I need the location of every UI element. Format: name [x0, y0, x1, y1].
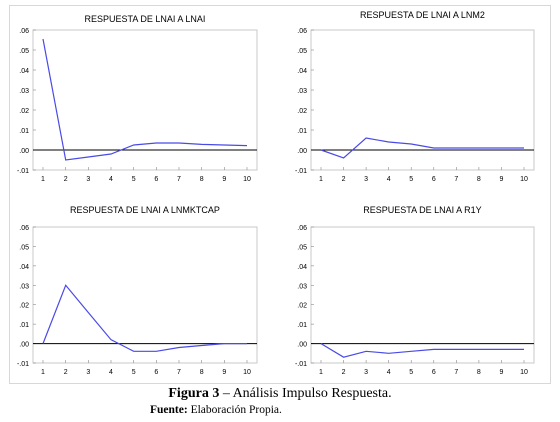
x-tick-label: 2 — [64, 369, 68, 376]
chart-frame — [310, 226, 535, 364]
figure-caption: Figura 3 – Análisis Impulso Respuesta. — [0, 386, 560, 402]
x-tick-label: 8 — [200, 176, 204, 183]
x-tick-label: 6 — [154, 369, 158, 376]
y-tick-label: .02 — [297, 108, 307, 115]
chart-panel-4: RESPUESTA DE LNAI A R1Y .06 .05 .04 .03 .02 .0… — [295, 205, 535, 376]
figure-source-text: Elaboración Propia. — [187, 404, 282, 416]
x-tick-label: 3 — [364, 176, 368, 183]
x-tick-label: 8 — [477, 176, 481, 183]
y-tick-label: .00 — [297, 342, 307, 349]
chart-frame — [32, 29, 258, 171]
x-tick-label: 3 — [364, 369, 368, 376]
response-series-line — [320, 343, 524, 358]
x-tick-label: 5 — [409, 369, 413, 376]
y-tick-label: .04 — [297, 264, 307, 271]
x-tick-label: 10 — [520, 176, 528, 183]
figure-caption-label: Figura 3 — [168, 386, 220, 401]
response-series-line — [320, 137, 524, 159]
y-tick-label: .03 — [297, 283, 307, 290]
x-tick-label: 3 — [86, 369, 90, 376]
figure-source-label: Fuente: — [150, 404, 188, 416]
y-tick-label: .04 — [19, 68, 29, 75]
y-tick-label: .05 — [19, 244, 29, 251]
x-tick-label: 1 — [319, 369, 323, 376]
y-tick-label: .01 — [19, 128, 29, 135]
x-tick-label: 9 — [499, 369, 503, 376]
chart-title: RESPUESTA DE LNAI A LNAI — [85, 14, 206, 24]
x-tick-label: 4 — [387, 369, 391, 376]
x-tick-label: 5 — [409, 176, 413, 183]
chart-title: RESPUESTA DE LNAI A LNM2 — [360, 10, 485, 20]
y-tick-label: .04 — [19, 264, 29, 271]
y-tick-label: .00 — [297, 148, 307, 155]
y-tick-label: .04 — [297, 68, 307, 75]
figure-caption-text: Análisis Impulso Respuesta. — [232, 386, 392, 401]
x-tick-label: 3 — [86, 176, 90, 183]
x-tick-label: 10 — [243, 176, 251, 183]
y-tick-label: .00 — [19, 342, 29, 349]
x-tick-label: 7 — [454, 369, 458, 376]
chart-panel-3: RESPUESTA DE LNAI A LNMKTCAP .06 .05 .04 .03… — [17, 205, 258, 376]
y-tick-label: -.01 — [17, 168, 29, 175]
y-tick-label: .01 — [297, 128, 307, 135]
x-tick-label: 1 — [41, 176, 45, 183]
x-tick-label: 9 — [222, 369, 226, 376]
response-series-line — [42, 284, 247, 352]
y-tick-label: .06 — [297, 225, 307, 232]
y-tick-label: .02 — [19, 108, 29, 115]
x-tick-label: 5 — [132, 176, 136, 183]
x-tick-label: 4 — [109, 176, 113, 183]
chart-title: RESPUESTA DE LNAI A R1Y — [363, 205, 481, 215]
chart-frame — [32, 226, 258, 364]
x-tick-label: 9 — [499, 176, 503, 183]
y-tick-label: .06 — [19, 28, 29, 35]
x-tick-label: 2 — [342, 369, 346, 376]
x-tick-label: 10 — [243, 369, 251, 376]
x-tick-label: 10 — [520, 369, 528, 376]
x-tick-label: 8 — [200, 369, 204, 376]
x-tick-label: 1 — [41, 369, 45, 376]
y-tick-label: .02 — [19, 303, 29, 310]
chart-panel-1: RESPUESTA DE LNAI A LNAI .06 .05 .04 .03 .02.… — [17, 14, 258, 183]
y-tick-label: .05 — [19, 48, 29, 55]
y-tick-label: .01 — [297, 322, 307, 329]
x-tick-label: 7 — [177, 176, 181, 183]
y-tick-label: .03 — [19, 88, 29, 95]
chart-panel-2: RESPUESTA DE LNAI A LNM2 .06 .05 .04 .03 .02.… — [295, 10, 535, 183]
chart-title: RESPUESTA DE LNAI A LNMKTCAP — [70, 205, 220, 215]
y-tick-label: -.01 — [295, 361, 307, 368]
y-tick-label: -.01 — [17, 361, 29, 368]
x-tick-label: 4 — [109, 369, 113, 376]
y-tick-label: .01 — [19, 322, 29, 329]
x-tick-label: 5 — [132, 369, 136, 376]
x-tick-label: 6 — [432, 369, 436, 376]
y-tick-label: .05 — [297, 244, 307, 251]
y-tick-label: .03 — [297, 88, 307, 95]
x-tick-label: 2 — [342, 176, 346, 183]
figure-caption-separator: – — [219, 386, 233, 401]
y-tick-label: -.01 — [295, 168, 307, 175]
y-tick-label: .00 — [19, 148, 29, 155]
y-tick-label: .05 — [297, 48, 307, 55]
figure-source: Fuente: Elaboración Propia. — [150, 404, 282, 416]
figure-border — [9, 5, 551, 384]
x-tick-label: 6 — [432, 176, 436, 183]
x-tick-label: 7 — [454, 176, 458, 183]
y-tick-label: .06 — [19, 225, 29, 232]
x-tick-label: 7 — [177, 369, 181, 376]
x-tick-label: 6 — [154, 176, 158, 183]
y-tick-label: .03 — [19, 283, 29, 290]
x-tick-label: 9 — [222, 176, 226, 183]
x-tick-label: 2 — [64, 176, 68, 183]
y-tick-label: .02 — [297, 303, 307, 310]
impulse-response-charts: RESPUESTA DE LNAI A LNAI .06 .05 .04 .03 .02.… — [9, 5, 551, 384]
y-tick-label: .06 — [297, 28, 307, 35]
response-series-line — [42, 38, 248, 161]
x-tick-label: 4 — [387, 176, 391, 183]
chart-frame — [310, 29, 535, 171]
x-tick-label: 8 — [477, 369, 481, 376]
x-tick-label: 1 — [319, 176, 323, 183]
